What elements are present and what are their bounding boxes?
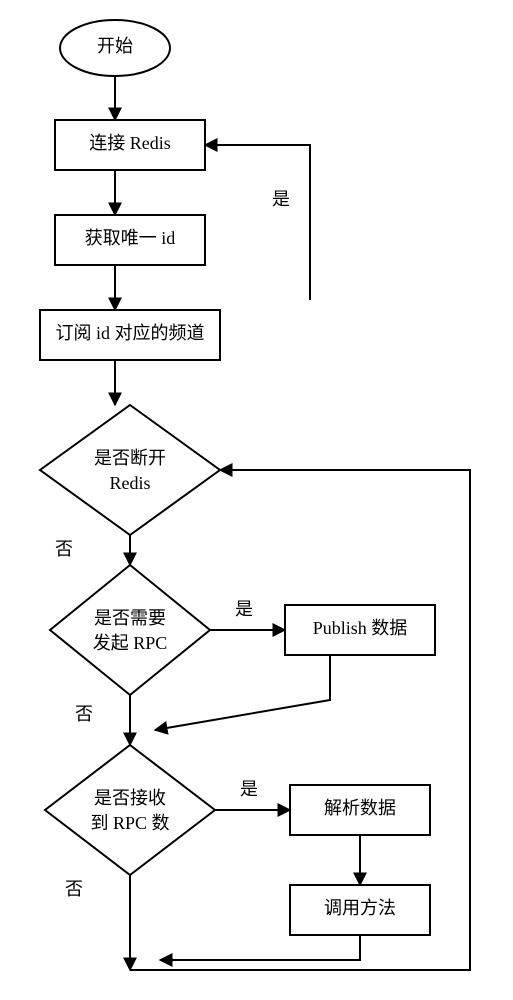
edge-recvrpc-yes-label: 是 [240, 779, 258, 799]
node-start-label: 开始 [97, 36, 133, 56]
edge-bottom-loop [130, 470, 470, 970]
edge-reconnect-loop [205, 145, 310, 300]
node-get-id-label: 获取唯一 id [85, 228, 176, 248]
node-subscribe-label: 订阅 id 对应的频道 [55, 323, 204, 343]
node-publish-label: Publish 数据 [313, 618, 408, 638]
edge-reconnect-yes-label: 是 [272, 189, 290, 209]
node-recv-rpc-q-label1: 是否接收 [94, 788, 166, 808]
node-connect-redis-label: 连接 Redis [89, 133, 171, 153]
node-recv-rpc-q-label2: 到 RPC 数 [90, 813, 169, 833]
node-parse-label: 解析数据 [324, 798, 396, 818]
edge-needrpc-no-label: 否 [75, 704, 93, 724]
edge-recvrpc-no-label: 否 [65, 879, 83, 899]
node-disconnect-q-label1: 是否断开 [94, 448, 166, 468]
node-recv-rpc-q [45, 745, 215, 875]
node-need-rpc-q [50, 565, 210, 695]
edge-invoke-return [160, 935, 360, 960]
edge-needrpc-yes-label: 是 [235, 599, 253, 619]
node-disconnect-q [40, 405, 220, 535]
node-need-rpc-q-label2: 发起 RPC [93, 633, 168, 653]
node-need-rpc-q-label1: 是否需要 [94, 608, 166, 628]
edge-publish-return [155, 655, 330, 730]
node-disconnect-q-label2: Redis [109, 473, 150, 493]
node-invoke-label: 调用方法 [324, 898, 396, 918]
edge-disconnect-no-label: 否 [55, 539, 73, 559]
